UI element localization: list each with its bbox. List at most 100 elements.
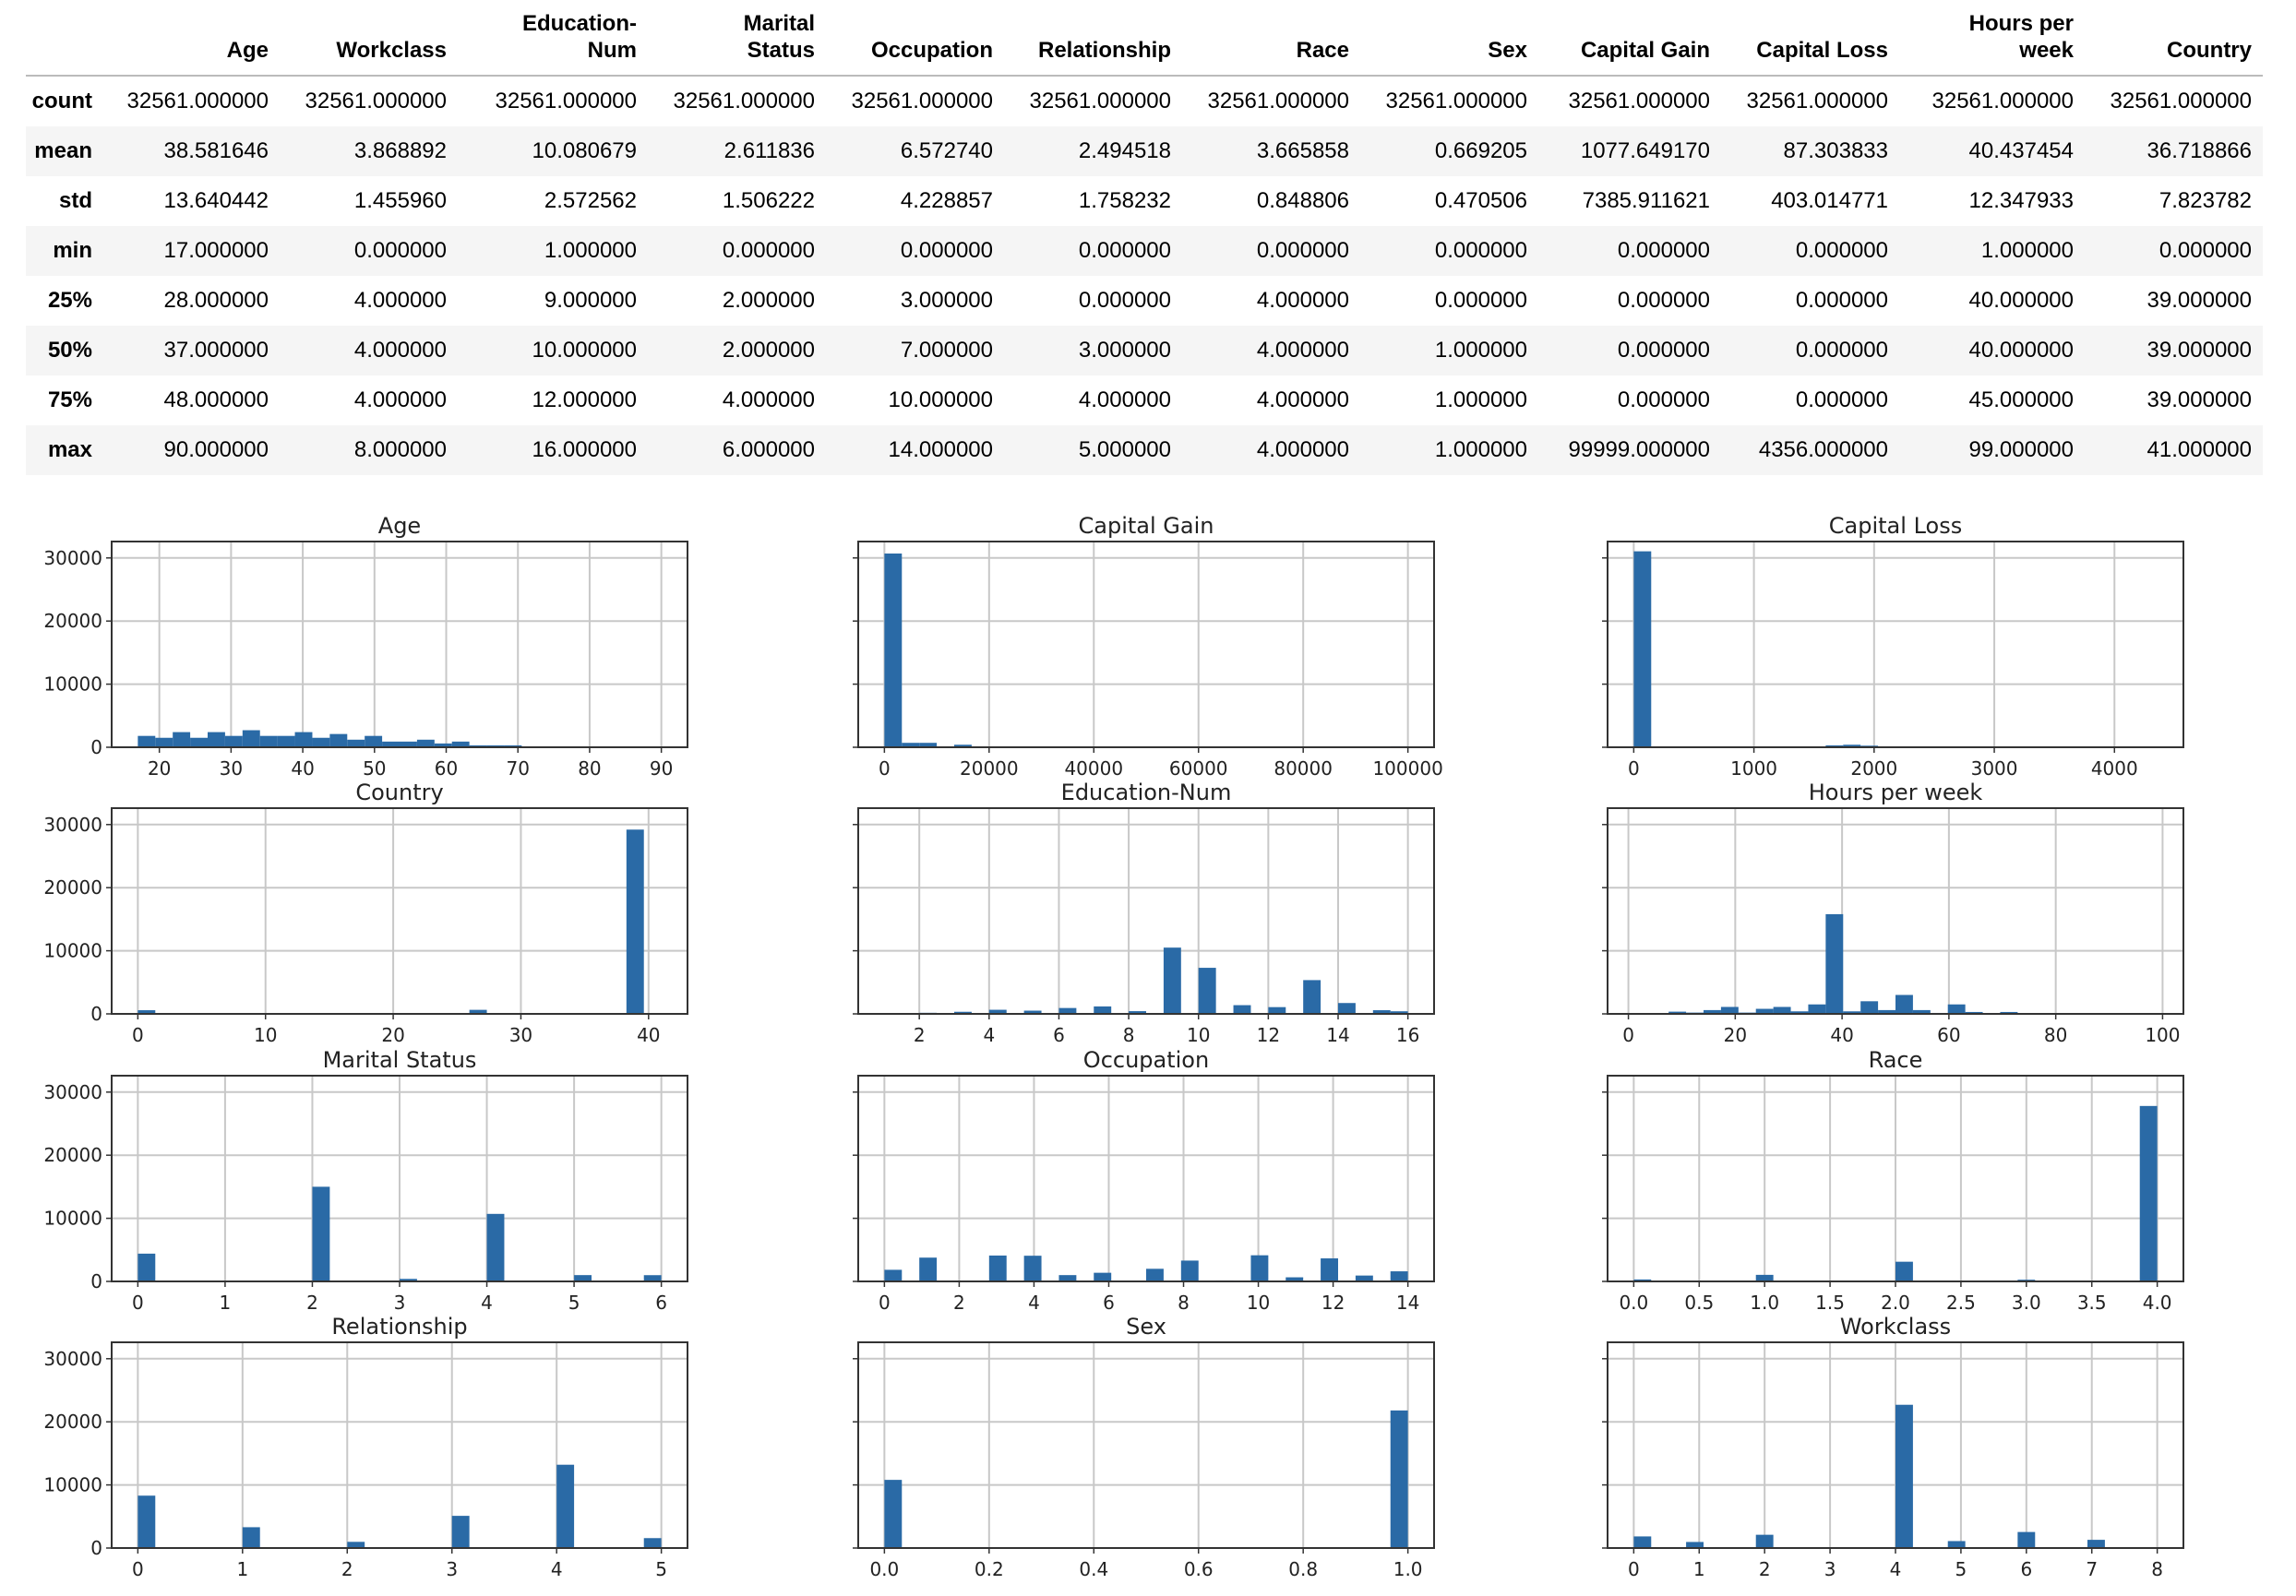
x-tick-label: 0.0 xyxy=(869,1558,899,1580)
table-cell: 32561.000000 xyxy=(1207,89,1350,113)
table-cell: 0.000000 xyxy=(1721,226,1899,276)
index-header xyxy=(26,0,103,77)
x-tick-label: 0 xyxy=(1628,1558,1640,1580)
table-row: count 32561.000000 32561.000000 32561.00000… xyxy=(26,76,2263,126)
histogram-bar xyxy=(138,1010,156,1014)
table-row: max 90.000000 8.000000 16.000000 6.000000 14.… xyxy=(26,425,2263,475)
chart-title: Capital Loss xyxy=(1829,513,1962,539)
axes-frame xyxy=(1607,807,2184,1015)
y-tick-label: 0 xyxy=(90,1537,102,1559)
histogram-sex: 0.0 0.2 0.4 0.6 0.8 1.0 Sex xyxy=(853,1314,1435,1580)
x-tick-label: 20 xyxy=(381,1024,404,1046)
x-tick-label: 3 xyxy=(446,1558,458,1580)
x-tick-label: 100000 xyxy=(1372,757,1442,780)
histogram-bar xyxy=(259,735,278,747)
table-row: 50% 37.000000 4.000000 10.000000 2.000000 7.0… xyxy=(26,326,2263,375)
column-header: Workclass xyxy=(280,0,458,77)
histogram-hours-per-week: 0 20 40 60 80 100 Hours per week xyxy=(1602,780,2184,1046)
x-tick-label: 20 xyxy=(148,757,171,780)
y-tick-label: 20000 xyxy=(43,876,102,899)
table-cell: 40.000000 xyxy=(1968,288,2074,313)
x-tick-label: 0.8 xyxy=(1288,1558,1318,1580)
histogram-bar xyxy=(1180,1260,1199,1281)
histogram-bar xyxy=(1895,1261,1913,1281)
x-tick-label: 0 xyxy=(132,1558,144,1580)
row-label: count xyxy=(31,89,92,113)
table-cell: 40.000000 xyxy=(1899,326,2085,375)
histogram-bar xyxy=(1790,1011,1809,1014)
table-row: mean 38.581646 3.868892 10.080679 2.611836 6.… xyxy=(26,126,2263,176)
table-cell: 32561.000000 xyxy=(1385,89,1528,113)
x-tick-label: 20000 xyxy=(960,757,1019,780)
histogram-bar xyxy=(1755,1008,1774,1014)
histogram-marital-status: 0 1 2 3 4 5 6 0 10000 20000 30000 Marital Status xyxy=(43,1047,688,1314)
y-tick-label: 0 xyxy=(90,736,102,758)
histogram-bar xyxy=(1198,968,1216,1014)
table-cell: 4.000000 xyxy=(1182,326,1360,375)
histogram-bar xyxy=(1094,1272,1112,1281)
table-cell: 32561.000000 xyxy=(1568,89,1711,113)
histogram-bar xyxy=(1023,1256,1042,1281)
table-row: 75% 48.000000 4.000000 12.000000 4.000000 10.… xyxy=(26,375,2263,425)
x-tick-label: 2 xyxy=(1759,1558,1771,1580)
x-tick-label: 5 xyxy=(568,1292,580,1314)
chart-title: Country xyxy=(355,780,443,805)
table-row: 25% 28.000000 4.000000 9.000000 2.000000 3.00… xyxy=(26,276,2263,326)
chart-title: Capital Gain xyxy=(1079,513,1214,539)
table-cell: 4.228857 xyxy=(900,188,993,213)
x-tick-label: 0 xyxy=(132,1024,144,1046)
column-header: Relationship xyxy=(1004,0,1182,77)
table-cell: 32561.000000 xyxy=(1746,89,1889,113)
histogram-bar xyxy=(1390,1271,1408,1281)
histogram-bar xyxy=(919,1257,938,1281)
histogram-bar xyxy=(312,737,330,747)
histogram-bar xyxy=(574,1275,592,1281)
table-cell: 32561.000000 xyxy=(126,89,269,113)
table-cell: 39.000000 xyxy=(2147,387,2252,412)
histogram-bar xyxy=(242,1527,260,1548)
table-cell: 4.000000 xyxy=(353,387,447,412)
table-header-row: Age Workclass Education- Num Marital Status Oc… xyxy=(26,0,2263,77)
table-cell: 1.506222 xyxy=(722,188,815,213)
histogram-bar xyxy=(1668,1011,1687,1014)
histogram-bar xyxy=(277,735,295,747)
table-cell: 38.581646 xyxy=(103,126,280,176)
x-tick-label: 4 xyxy=(1028,1292,1040,1314)
table-row: std 13.640442 1.455960 2.572562 1.506222 4.22… xyxy=(26,176,2263,226)
histogram-bar xyxy=(224,735,243,747)
chart-title: Occupation xyxy=(1083,1047,1209,1073)
table-cell: 40.437454 xyxy=(1899,126,2085,176)
table-cell: 32561.000000 xyxy=(2110,89,2253,113)
histogram-bar xyxy=(400,741,417,747)
histogram-bar xyxy=(1390,1011,1408,1014)
histogram-bar xyxy=(1250,1255,1269,1281)
row-label: 50% xyxy=(26,326,103,375)
histogram-bar xyxy=(884,1269,903,1281)
table-cell: 1.000000 xyxy=(1434,387,1527,412)
axes-frame xyxy=(857,541,1435,748)
x-tick-label: 3.5 xyxy=(2077,1292,2107,1314)
histogram-bar xyxy=(208,732,225,747)
table-cell: 7.823782 xyxy=(2158,188,2252,213)
histogram-bar xyxy=(1321,1258,1338,1281)
x-tick-label: 1 xyxy=(236,1558,248,1580)
histogram-bar xyxy=(1860,1001,1879,1014)
histogram-bar xyxy=(988,1255,1007,1281)
row-label: max xyxy=(26,425,103,475)
table-cell: 3.665858 xyxy=(1182,126,1360,176)
table-cell: 32561.000000 xyxy=(495,89,638,113)
table-cell: 1077.649170 xyxy=(1538,126,1721,176)
column-header: Country xyxy=(2085,0,2263,77)
table-cell: 39.000000 xyxy=(2147,288,2252,313)
table-cell: 0.000000 xyxy=(1795,288,1888,313)
table-cell: 36.718866 xyxy=(2085,126,2263,176)
table-cell: 1.758232 xyxy=(1078,188,1171,213)
x-tick-label: 100 xyxy=(2145,1024,2180,1046)
histogram-bar xyxy=(1233,1005,1251,1014)
axes-frame xyxy=(1607,541,2184,748)
histogram-bar xyxy=(1023,1010,1042,1014)
histogram-bar xyxy=(1338,1003,1356,1014)
histogram-bar xyxy=(1129,1011,1146,1014)
histogram-bar xyxy=(1895,1404,1913,1548)
table-cell: 0.000000 xyxy=(826,226,1004,276)
